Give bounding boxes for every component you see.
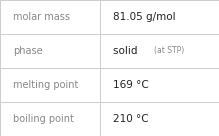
- Text: 81.05 g/mol: 81.05 g/mol: [113, 12, 175, 22]
- Text: boiling point: boiling point: [13, 114, 74, 124]
- Text: 210 °C: 210 °C: [113, 114, 148, 124]
- Text: (at STP): (at STP): [154, 47, 185, 55]
- Text: molar mass: molar mass: [13, 12, 70, 22]
- Text: 169 °C: 169 °C: [113, 80, 148, 90]
- Text: melting point: melting point: [13, 80, 79, 90]
- Text: phase: phase: [13, 46, 43, 56]
- Text: solid: solid: [113, 46, 144, 56]
